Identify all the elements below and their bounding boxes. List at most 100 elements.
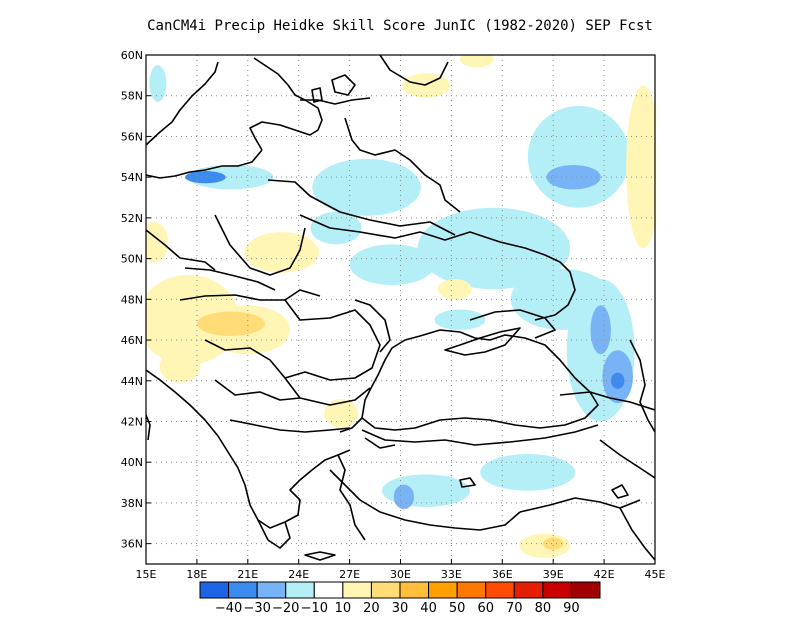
coastline-white-sea [379, 55, 449, 86]
border-ukraine-north [299, 214, 561, 263]
colorbar-label: −40 [215, 601, 242, 616]
y-tick-label: 56N [121, 130, 143, 143]
skill-patch [402, 73, 450, 98]
colorbar-bin [485, 581, 515, 599]
lake-peipus [311, 87, 323, 103]
y-tick-label: 60N [121, 49, 143, 62]
y-tick-label: 54N [121, 171, 143, 184]
colorbar-bin [456, 581, 487, 599]
colorbar-label: 10 [335, 601, 352, 616]
x-tick-label: 24E [288, 568, 309, 581]
colorbar-label: −10 [301, 601, 328, 616]
coastline-adriatic [146, 369, 251, 506]
skill-patch [437, 278, 472, 300]
colorbar-label: −20 [272, 601, 299, 616]
coastline-greece [249, 449, 351, 529]
border-czech [184, 267, 276, 291]
x-tick-label: 18E [186, 568, 207, 581]
border-syria [519, 497, 641, 513]
border-turkey-europe [339, 417, 363, 433]
border-balkans-2 [214, 379, 301, 401]
border-bulgaria [284, 377, 371, 406]
x-tick-label: 27E [339, 568, 360, 581]
x-tick-label: 15E [136, 568, 157, 581]
coastline-peloponnese [257, 519, 291, 549]
skill-patch [159, 350, 201, 383]
lake-van [611, 484, 629, 499]
colorbar-bin [228, 581, 258, 599]
y-tick-label: 36N [121, 538, 143, 551]
colorbar-label: 80 [535, 601, 552, 616]
border-germany [146, 229, 216, 271]
skill-patch [626, 85, 655, 249]
skill-patch [185, 171, 226, 184]
skill-patch [244, 232, 320, 273]
colorbar-bin [256, 581, 287, 599]
skill-patch [417, 207, 571, 290]
border-romania [284, 299, 381, 381]
colorbar-label: 40 [420, 601, 437, 616]
axis-ticks-layer: 15E 18E 21E 24E 27E 30E 33E 36E 39E 42E 45E 36N 38N 4… [121, 49, 666, 581]
coastline-turkey-north [361, 424, 599, 446]
coastline-turkey-south [329, 469, 521, 531]
colorbar-bin [399, 581, 430, 599]
skill-patch [459, 55, 494, 68]
border-hungary [179, 289, 321, 301]
y-tick-label: 52N [121, 212, 143, 225]
skill-patch [393, 484, 415, 510]
skill-patch [590, 305, 611, 355]
coastline-italy [146, 414, 151, 441]
border-iraq [619, 507, 655, 561]
skill-patch [188, 164, 274, 190]
y-tick-label: 38N [121, 497, 143, 510]
colorbar-bin [570, 581, 601, 599]
colorbar-bin [370, 581, 401, 599]
colorbar-bin [313, 581, 344, 599]
x-tick-label: 33E [441, 568, 462, 581]
colorbar: −40 −30 −20 −10 10 20 30 40 50 60 70 80 90 [199, 581, 601, 616]
y-tick-label: 50N [121, 253, 143, 266]
coastline-gulf-finland [300, 97, 371, 105]
skill-patch [349, 244, 435, 286]
colorbar-bin [513, 581, 544, 599]
colorbar-bin [285, 581, 315, 599]
coastline-layer [146, 55, 655, 561]
colorbar-label: 20 [363, 601, 380, 616]
island-cyprus [459, 477, 476, 488]
x-tick-label: 21E [237, 568, 258, 581]
coastline-baltic-south [146, 149, 263, 179]
border-balkans-1 [204, 339, 286, 379]
skill-patch [527, 105, 630, 208]
x-tick-label: 39E [543, 568, 564, 581]
coastline-azov [469, 309, 556, 339]
colorbar-label: 70 [506, 601, 523, 616]
y-tick-label: 46N [121, 334, 143, 347]
colorbar-bin [342, 581, 372, 599]
border-russia-west [344, 117, 461, 213]
coastline-scandinavia [146, 61, 219, 146]
border-ukraine-east [534, 261, 576, 321]
coastline-crimea [444, 327, 521, 356]
colorbar-label: 60 [477, 601, 494, 616]
skill-patch [149, 65, 167, 102]
skill-patch [312, 158, 421, 216]
x-tick-label: 36E [492, 568, 513, 581]
colorbar-label: 30 [392, 601, 409, 616]
coastline-caspian [629, 339, 655, 433]
colorbar-bin [428, 581, 458, 599]
island-crete [304, 551, 336, 561]
map-title: CanCM4i Precip Heidke Skill Score JunIC … [147, 18, 653, 34]
skill-patch [480, 454, 576, 491]
border-moldova [354, 299, 391, 353]
colorbar-label: 50 [449, 601, 466, 616]
colorbar-bin [199, 581, 230, 599]
border-turkey-east [599, 439, 655, 479]
y-tick-label: 58N [121, 90, 143, 103]
y-tick-label: 48N [121, 293, 143, 306]
colorbar-bin [542, 581, 572, 599]
lake-ladoga [331, 74, 356, 96]
coastline-black-sea [361, 329, 599, 431]
skill-field-layer [146, 55, 655, 558]
skill-patch [146, 221, 169, 263]
